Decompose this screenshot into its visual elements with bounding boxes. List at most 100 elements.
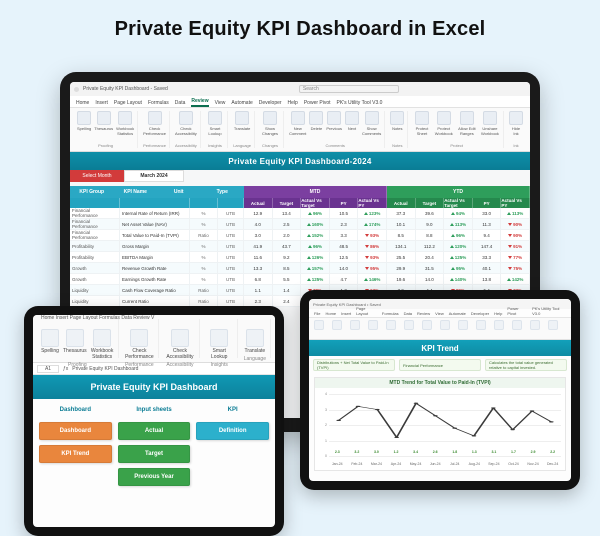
- ribbon-button[interactable]: Smart Lookup: [206, 329, 233, 360]
- x-tick: Dec-24: [547, 462, 558, 466]
- cell-reference[interactable]: A1: [37, 365, 59, 373]
- ribbon-tab[interactable]: Page Layout: [114, 99, 142, 107]
- ribbon-button[interactable]: Delete: [309, 111, 323, 136]
- x-tick: Sep-24: [488, 462, 499, 466]
- ribbon-button[interactable]: [401, 320, 417, 337]
- bar: 1.3Aug-24: [466, 450, 483, 456]
- ribbon-button[interactable]: Thesaurus: [63, 329, 87, 360]
- ribbon-tab[interactable]: Help: [494, 311, 502, 317]
- ribbon-button[interactable]: [365, 320, 381, 337]
- ribbon-tab[interactable]: Automate: [231, 99, 252, 107]
- kpi-group: Profitability: [70, 241, 120, 252]
- kpi-group: Financial Performance: [70, 219, 120, 230]
- ribbon-tab[interactable]: View: [215, 99, 226, 107]
- ribbon-tab[interactable]: File: [314, 311, 320, 317]
- nav-chip[interactable]: Actual: [118, 422, 191, 440]
- ribbon-tab[interactable]: Review: [191, 97, 208, 107]
- mtd-block: 11.69.2126%12.593%: [244, 252, 387, 263]
- ribbon-tab[interactable]: Data: [175, 99, 186, 107]
- ytd-py: 11.3: [473, 219, 502, 230]
- ribbon-button[interactable]: [473, 320, 489, 337]
- ribbon-button[interactable]: [509, 320, 525, 337]
- ribbon-button-label: Thesaurus: [63, 348, 87, 354]
- ribbon-tab[interactable]: Page Layout: [356, 306, 377, 317]
- ribbon-button[interactable]: Notes: [390, 111, 404, 131]
- ribbon-icon: [210, 329, 228, 347]
- bar: 2.6Jun-24: [427, 450, 444, 456]
- ribbon-button[interactable]: Unshare Workbook: [480, 111, 500, 136]
- slicer[interactable]: Calculates the total value generated rel…: [485, 359, 567, 371]
- ribbon-button[interactable]: Check Accessibility: [175, 111, 197, 136]
- ribbon-tab[interactable]: Developer: [259, 99, 282, 107]
- slicer[interactable]: Distributions + Net Total Value to Paid-…: [313, 359, 395, 371]
- ribbon-button[interactable]: Check Accessibility: [165, 329, 195, 360]
- ribbon-tabs[interactable]: File Home Insert Page Layout Formulas Data Rev…: [309, 309, 571, 318]
- kpi-row: GrowthRevenue Growth Rate%UTB13.38.5157%…: [70, 263, 530, 274]
- ribbon-button[interactable]: Show Comments: [362, 111, 381, 136]
- slicer[interactable]: Financial Performance: [399, 359, 481, 371]
- ribbon-tab[interactable]: Review: [417, 311, 430, 317]
- ytd-target: 8.8: [416, 230, 445, 241]
- ribbon-button[interactable]: [491, 320, 507, 337]
- ribbon-button[interactable]: [419, 320, 435, 337]
- selected-month[interactable]: March 2024: [124, 170, 184, 182]
- ribbon-tab[interactable]: Automate: [449, 311, 466, 317]
- ribbon-tab[interactable]: Data: [404, 311, 412, 317]
- ribbon-button[interactable]: Hide Ink: [509, 111, 523, 136]
- ribbon-button[interactable]: [347, 320, 363, 337]
- ribbon-button[interactable]: Next: [345, 111, 359, 136]
- ribbon-tab[interactable]: View: [435, 311, 444, 317]
- ribbon-tab[interactable]: Power Pivot: [304, 99, 331, 107]
- nav-chip[interactable]: Dashboard: [39, 422, 112, 440]
- ribbon-tab[interactable]: Home: [76, 99, 89, 107]
- ribbon-button[interactable]: Protect Workbook: [434, 111, 454, 136]
- nav-chip[interactable]: Previous Year: [118, 468, 191, 486]
- ribbon-button[interactable]: [329, 320, 345, 337]
- ribbon-button[interactable]: New Comment: [289, 111, 306, 136]
- ribbon-button[interactable]: Thesaurus: [94, 111, 113, 136]
- ribbon-button[interactable]: Translate: [245, 329, 266, 354]
- nav-chip[interactable]: KPI Trend: [39, 445, 112, 463]
- ribbon-button[interactable]: Protect Sheet: [413, 111, 430, 136]
- section-title: Input sheets: [118, 407, 191, 413]
- ribbon-button[interactable]: Check Performance: [125, 329, 155, 360]
- ytd-avp: 91%: [501, 241, 530, 252]
- mtd-avt: 96%: [301, 241, 330, 252]
- ribbon-button[interactable]: [437, 320, 453, 337]
- ribbon-tab[interactable]: Power Pivot: [507, 306, 527, 317]
- nav-chip[interactable]: Definition: [196, 422, 269, 440]
- mtd-block: 41.943.796%48.586%: [244, 241, 387, 252]
- kpi-type: UTB: [218, 263, 244, 274]
- ribbon-button[interactable]: Translate: [234, 111, 251, 131]
- slicer-row[interactable]: Distributions + Net Total Value to Paid-…: [309, 356, 571, 374]
- ribbon-tab[interactable]: Help: [288, 99, 298, 107]
- ribbon-button[interactable]: Spelling: [77, 111, 91, 136]
- ribbon-icon: [512, 320, 522, 330]
- ribbon-tab[interactable]: PK's Utility Tool V3.0: [532, 306, 566, 317]
- ribbon-icon: [530, 320, 540, 330]
- ribbon-button[interactable]: Workbook Statistics: [116, 111, 134, 136]
- ribbon-button[interactable]: Smart Lookup: [206, 111, 224, 136]
- ribbon-button[interactable]: Workbook Statistics: [91, 329, 114, 360]
- ribbon-button[interactable]: [311, 320, 327, 337]
- ribbon-button[interactable]: Spelling: [41, 329, 59, 360]
- ribbon-tab[interactable]: Formulas: [148, 99, 169, 107]
- ribbon-tab[interactable]: Insert: [95, 99, 108, 107]
- ribbon-tab[interactable]: Home: [325, 311, 336, 317]
- ribbon-tab[interactable]: Developer: [471, 311, 489, 317]
- nav-chip[interactable]: Target: [118, 445, 191, 463]
- ribbon-button[interactable]: [383, 320, 399, 337]
- ribbon-button[interactable]: Previous: [326, 111, 342, 136]
- search-box[interactable]: Search: [299, 85, 399, 93]
- ribbon-button[interactable]: Show Changes: [260, 111, 280, 136]
- ribbon-button[interactable]: [545, 320, 561, 337]
- ribbon-tab[interactable]: Insert: [341, 311, 351, 317]
- metric-col-head: Actual Vs Target: [301, 198, 330, 208]
- ribbon-tab[interactable]: PK's Utility Tool V3.0: [337, 99, 383, 107]
- ribbon-button[interactable]: [455, 320, 471, 337]
- ribbon-tab[interactable]: Formulas: [382, 311, 399, 317]
- ribbon-button[interactable]: Check Performance: [143, 111, 166, 136]
- ribbon-button[interactable]: Allow Edit Ranges: [457, 111, 477, 136]
- ribbon-tabs[interactable]: Home Insert Page Layout Formulas Data Review V…: [70, 96, 530, 108]
- ribbon-button[interactable]: [527, 320, 543, 337]
